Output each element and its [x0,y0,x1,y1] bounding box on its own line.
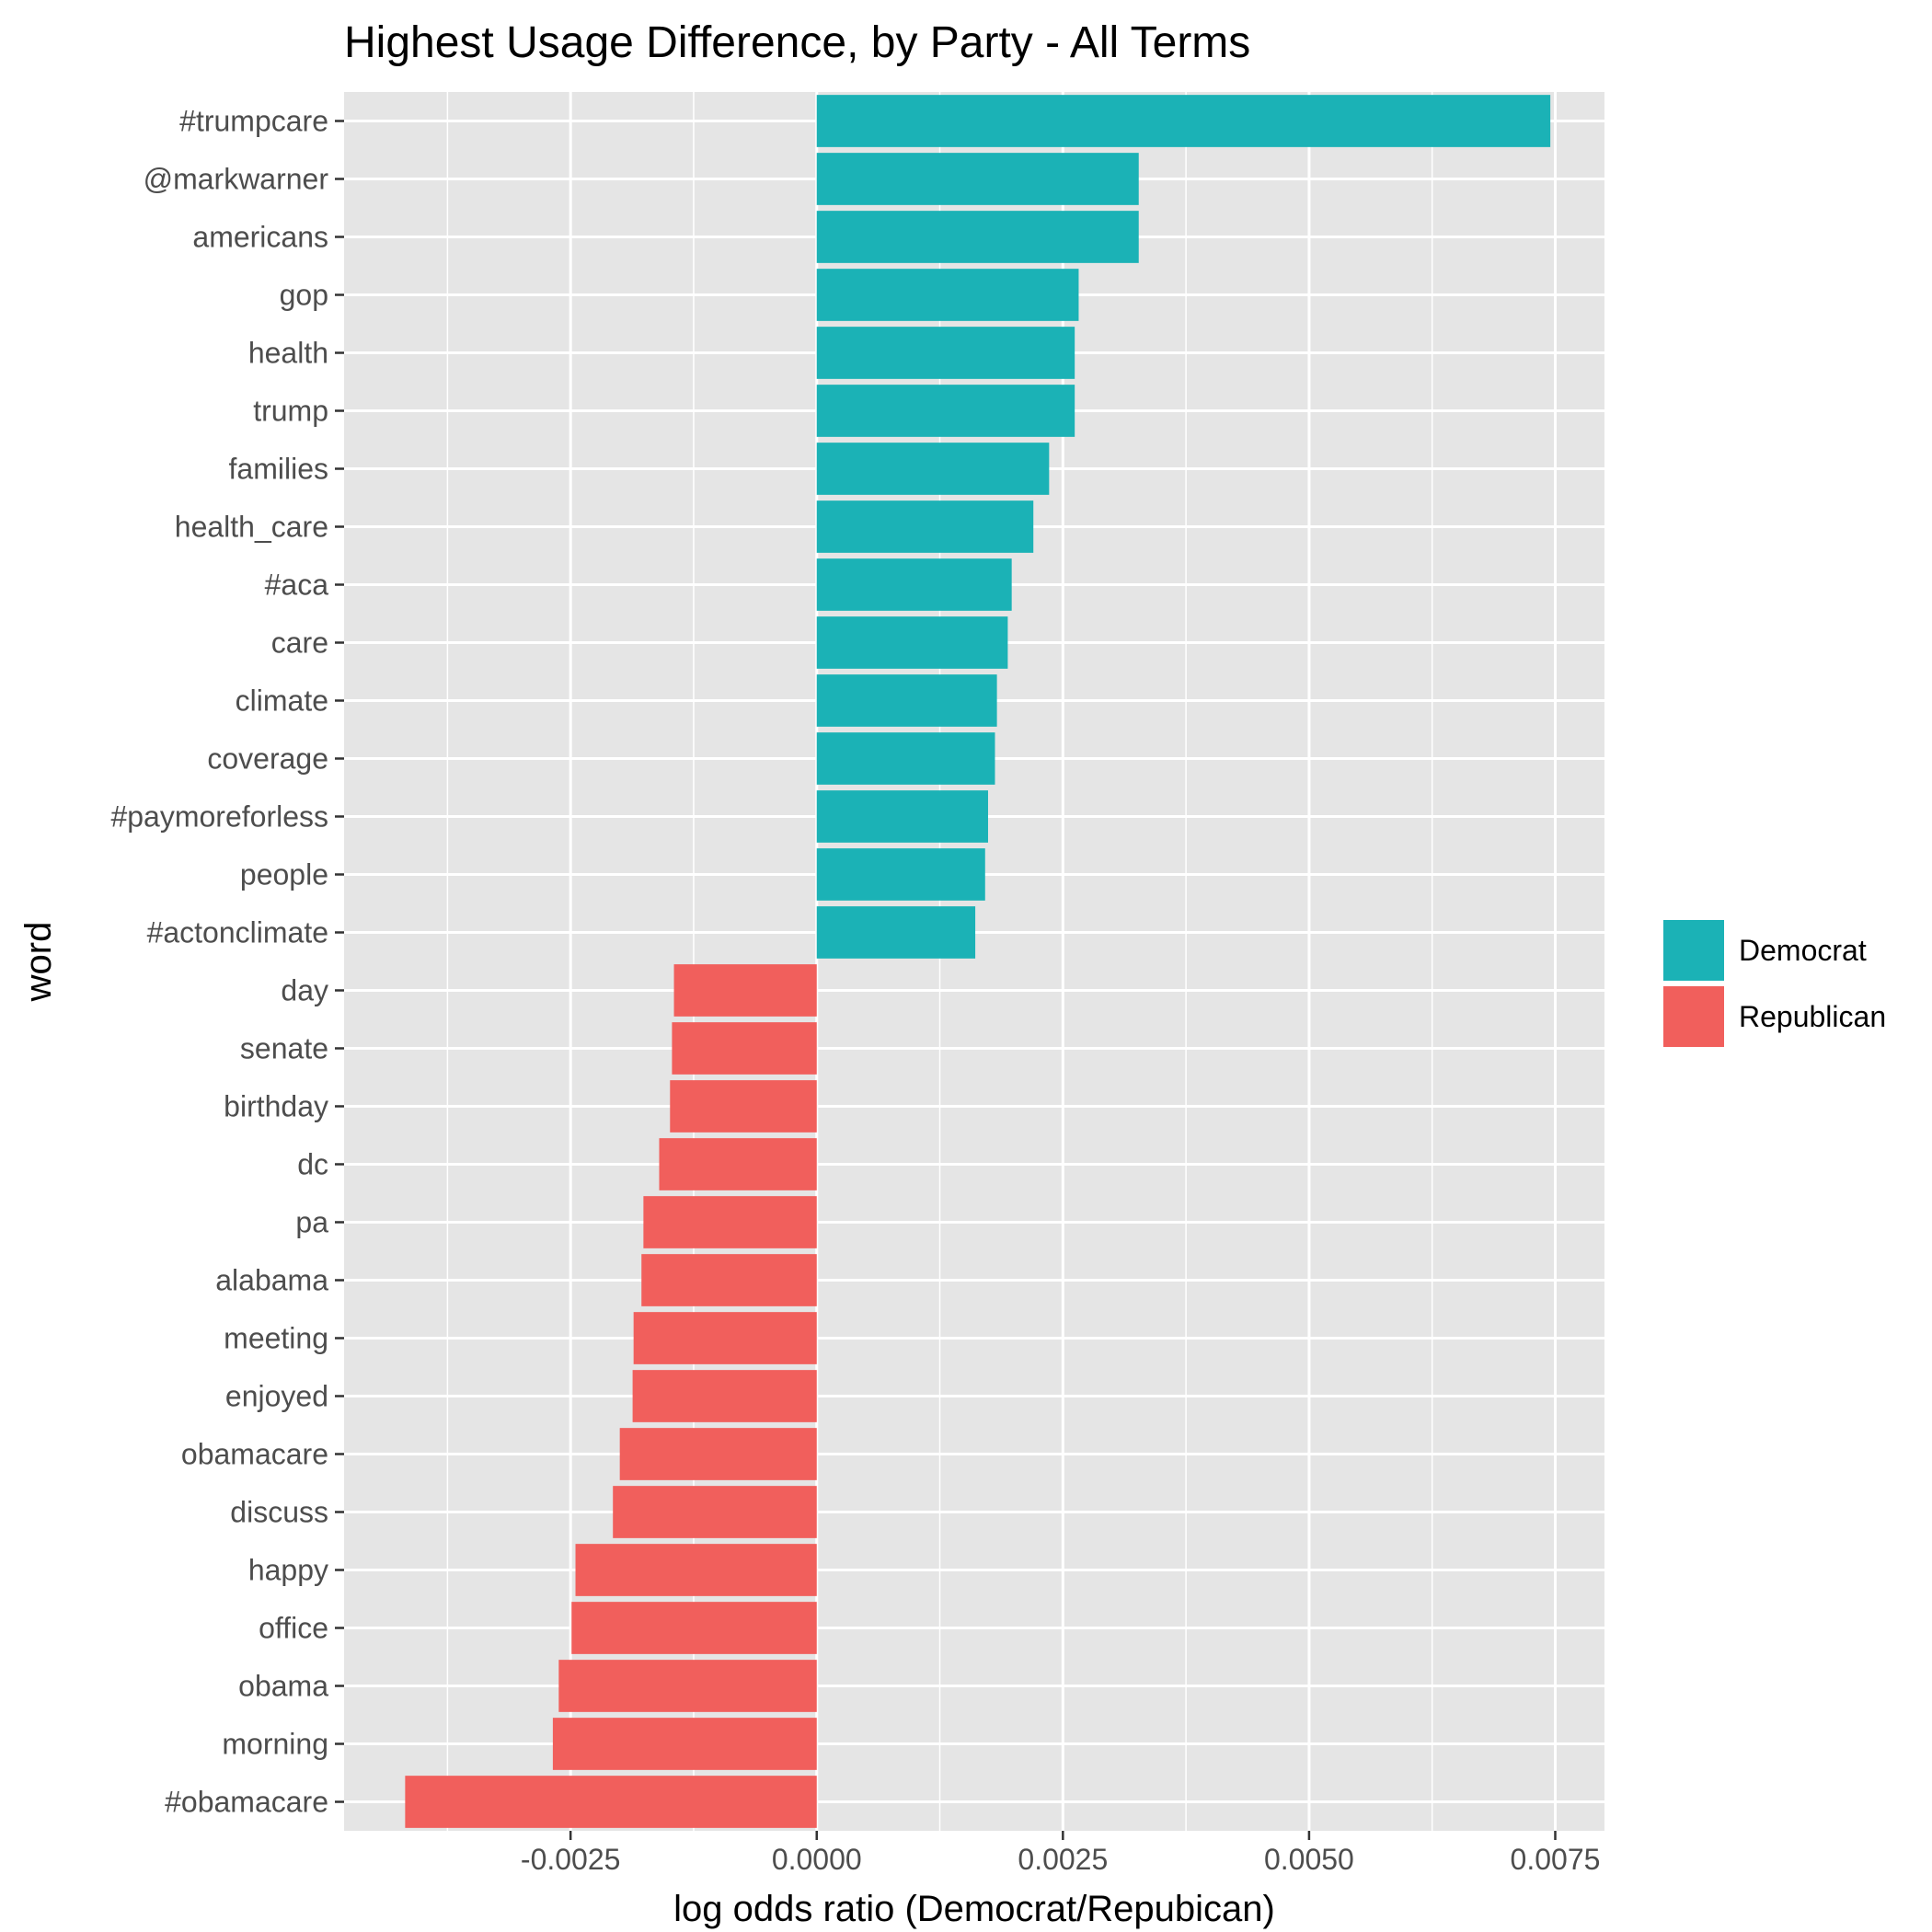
bar-happy [575,1544,817,1596]
plot-panel [344,92,1604,1831]
bar-health_care [816,500,1034,553]
bar-trump [816,385,1075,437]
y-tick-label: morning [222,1728,328,1761]
bar-obamacare [405,1776,817,1828]
bar-trumpcare [816,95,1551,147]
x-tick-label: 0.0000 [772,1843,862,1876]
x-axis: -0.0025 0.0000 0.0025 0.0050 0.0075 [521,1831,1601,1876]
y-tick-label: birthday [224,1090,328,1123]
legend-swatch-democrat [1663,920,1724,981]
y-tick-label: enjoyed [225,1380,328,1413]
y-tick-label: dc [297,1148,328,1181]
y-tick-label: families [229,453,328,486]
bar-discuss [613,1486,817,1538]
bar-markwarner [816,153,1139,205]
y-tick-label: pa [295,1206,328,1239]
y-tick-label: climate [236,684,328,718]
bar-dc [659,1138,817,1190]
y-tick-label: alabama [215,1264,328,1297]
bar-birthday [670,1080,817,1133]
bar-obama [558,1660,817,1712]
y-tick-label: office [259,1612,328,1645]
bar-americans [816,211,1139,263]
legend: Democrat Republican [1663,920,1886,1047]
y-tick-label: discuss [230,1496,328,1529]
y-tick-label: day [281,974,328,1007]
x-tick-label: 0.0050 [1264,1843,1354,1876]
bar-office [571,1602,817,1654]
y-tick-label: health [248,337,328,370]
bar-pa [643,1196,817,1248]
chart-title: Highest Usage Difference, by Party - All… [344,18,1250,67]
y-tick-label: trump [253,395,328,428]
y-tick-label: gop [280,279,328,312]
y-tick-label: #obamacare [165,1786,328,1819]
y-tick-label: meeting [224,1322,328,1355]
x-tick-label: -0.0025 [521,1843,621,1876]
bar-care [816,616,1008,669]
x-tick-label: 0.0025 [1018,1843,1108,1876]
bar-alabama [641,1254,817,1306]
bar-gop [816,269,1079,321]
y-tick-label: #paymoreforless [110,800,328,834]
bar-enjoyed [632,1370,817,1422]
y-tick-label: #trumpcare [179,105,328,138]
bars [405,95,1551,1828]
legend-swatch-republican [1663,986,1724,1047]
y-tick-label: health_care [175,511,328,544]
y-tick-label: #actonclimate [147,916,328,949]
y-tick-label: obamacare [181,1438,328,1471]
legend-label-republican: Republican [1739,1000,1886,1033]
y-tick-label: coverage [207,742,328,776]
bar-obamacare [619,1428,817,1480]
bar-health [816,327,1075,379]
y-tick-label: @markwarner [144,163,329,196]
bar-meeting [633,1312,817,1364]
x-axis-title: log odds ratio (Democrat/Repubican) [673,1889,1275,1929]
y-axis-title: word [18,922,59,1003]
y-tick-label: happy [248,1554,328,1587]
y-axis: #trumpcare @markwarner americans gop health t… [110,105,344,1819]
bar-paymoreforless [816,790,988,843]
bar-climate [816,674,997,727]
y-tick-label: obama [238,1670,328,1703]
bar-people [816,848,985,901]
y-tick-label: people [240,858,328,891]
bar-morning [552,1718,817,1770]
bar-actonclimate [816,906,976,959]
bar-day [673,964,817,1017]
y-tick-label: care [271,627,328,660]
x-tick-label: 0.0075 [1511,1843,1601,1876]
bar-coverage [816,732,995,785]
bar-families [816,443,1050,495]
y-tick-label: #aca [265,569,329,602]
y-tick-label: americans [192,221,328,254]
y-tick-label: senate [240,1032,328,1065]
legend-label-democrat: Democrat [1739,934,1867,967]
bar-senate [672,1022,817,1075]
bar-aca [816,558,1012,611]
